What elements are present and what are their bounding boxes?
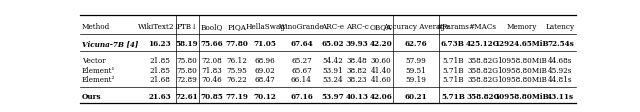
- Text: 67.64: 67.64: [290, 40, 313, 48]
- Text: 44.68s: 44.68s: [548, 56, 572, 64]
- Text: Accuracy Average: Accuracy Average: [383, 23, 449, 31]
- Text: 71.83: 71.83: [202, 66, 222, 74]
- Text: 71.05: 71.05: [253, 40, 276, 48]
- Text: 358.82G: 358.82G: [467, 75, 499, 83]
- Text: 42.20: 42.20: [369, 40, 392, 48]
- Text: #MACs: #MACs: [469, 23, 497, 31]
- Text: 57.99: 57.99: [405, 56, 426, 64]
- Text: ARC-e: ARC-e: [321, 23, 344, 31]
- Text: 67.16: 67.16: [290, 92, 313, 100]
- Text: Ours: Ours: [82, 92, 102, 100]
- Text: 75.80: 75.80: [177, 56, 197, 64]
- Text: Element¹: Element¹: [82, 66, 115, 74]
- Text: BoolQ: BoolQ: [201, 23, 223, 31]
- Text: 70.46: 70.46: [202, 75, 222, 83]
- Text: 68.47: 68.47: [255, 75, 275, 83]
- Text: 70.85: 70.85: [200, 92, 223, 100]
- Text: 65.02: 65.02: [321, 40, 344, 48]
- Text: 58.19: 58.19: [176, 40, 198, 48]
- Text: 77.19: 77.19: [225, 92, 248, 100]
- Text: 53.97: 53.97: [321, 92, 344, 100]
- Text: 5.71B: 5.71B: [441, 92, 465, 100]
- Text: Method: Method: [82, 23, 110, 31]
- Text: ARC-c: ARC-c: [346, 23, 369, 31]
- Text: 21.63: 21.63: [148, 92, 171, 100]
- Text: 76.22: 76.22: [227, 75, 247, 83]
- Text: 69.02: 69.02: [255, 66, 275, 74]
- Text: 43.11s: 43.11s: [547, 92, 574, 100]
- Text: 38.23: 38.23: [347, 75, 367, 83]
- Text: Vicuna-7B [4]: Vicuna-7B [4]: [82, 40, 138, 48]
- Text: 44.81s: 44.81s: [548, 75, 573, 83]
- Text: 65.67: 65.67: [291, 66, 312, 74]
- Text: 77.80: 77.80: [225, 40, 248, 48]
- Text: 40.13: 40.13: [346, 92, 369, 100]
- Text: 53.24: 53.24: [323, 75, 343, 83]
- Text: 21.85: 21.85: [149, 66, 170, 74]
- Text: 72.08: 72.08: [202, 56, 222, 64]
- Text: 60.21: 60.21: [404, 92, 427, 100]
- Text: OBQA: OBQA: [370, 23, 392, 31]
- Text: 41.60: 41.60: [371, 75, 392, 83]
- Text: 425.12G: 425.12G: [466, 40, 500, 48]
- Text: PTB↓: PTB↓: [177, 23, 198, 31]
- Text: WikiText2↓: WikiText2↓: [138, 23, 181, 31]
- Text: Memory: Memory: [506, 23, 537, 31]
- Text: 6.73B: 6.73B: [441, 40, 465, 48]
- Text: 10958.80MiB: 10958.80MiB: [497, 66, 547, 74]
- Text: 41.40: 41.40: [371, 66, 392, 74]
- Text: 66.14: 66.14: [291, 75, 312, 83]
- Text: 5.71B: 5.71B: [442, 66, 464, 74]
- Text: 59.51: 59.51: [405, 66, 426, 74]
- Text: 5.71B: 5.71B: [442, 75, 464, 83]
- Text: 65.27: 65.27: [291, 56, 312, 64]
- Text: 21.85: 21.85: [149, 56, 170, 64]
- Text: 75.95: 75.95: [227, 66, 247, 74]
- Text: 38.48: 38.48: [347, 56, 367, 64]
- Text: 72.61: 72.61: [176, 92, 198, 100]
- Text: 70.12: 70.12: [253, 92, 276, 100]
- Text: 54.42: 54.42: [323, 56, 343, 64]
- Text: 10958.80MiB: 10958.80MiB: [494, 92, 549, 100]
- Text: 53.91: 53.91: [323, 66, 343, 74]
- Text: 5.71B: 5.71B: [442, 56, 464, 64]
- Text: WinoGrande: WinoGrande: [278, 23, 324, 31]
- Text: Vector: Vector: [82, 56, 106, 64]
- Text: 75.66: 75.66: [200, 40, 223, 48]
- Text: 59.19: 59.19: [405, 75, 426, 83]
- Text: 30.60: 30.60: [371, 56, 391, 64]
- Text: 358.82G: 358.82G: [466, 92, 500, 100]
- Text: 45.92s: 45.92s: [548, 66, 572, 74]
- Text: 358.82G: 358.82G: [467, 66, 499, 74]
- Text: 38.82: 38.82: [347, 66, 367, 74]
- Text: Element²: Element²: [82, 75, 115, 83]
- Text: 21.68: 21.68: [149, 75, 170, 83]
- Text: 72.89: 72.89: [177, 75, 197, 83]
- Text: 16.23: 16.23: [148, 40, 171, 48]
- Text: 75.80: 75.80: [177, 66, 197, 74]
- Text: 72.54s: 72.54s: [547, 40, 573, 48]
- Text: 358.82G: 358.82G: [467, 56, 499, 64]
- Text: 62.76: 62.76: [404, 40, 427, 48]
- Text: PIQA: PIQA: [227, 23, 246, 31]
- Text: 42.06: 42.06: [369, 92, 392, 100]
- Text: 10958.80MiB: 10958.80MiB: [497, 75, 547, 83]
- Text: #Params: #Params: [436, 23, 469, 31]
- Text: 10958.80MiB: 10958.80MiB: [497, 56, 547, 64]
- Text: 39.93: 39.93: [346, 40, 369, 48]
- Text: Latency: Latency: [546, 23, 575, 31]
- Text: 76.12: 76.12: [226, 56, 247, 64]
- Text: HellaSwag: HellaSwag: [245, 23, 285, 31]
- Text: 68.96: 68.96: [255, 56, 275, 64]
- Text: 12924.65MiB: 12924.65MiB: [494, 40, 549, 48]
